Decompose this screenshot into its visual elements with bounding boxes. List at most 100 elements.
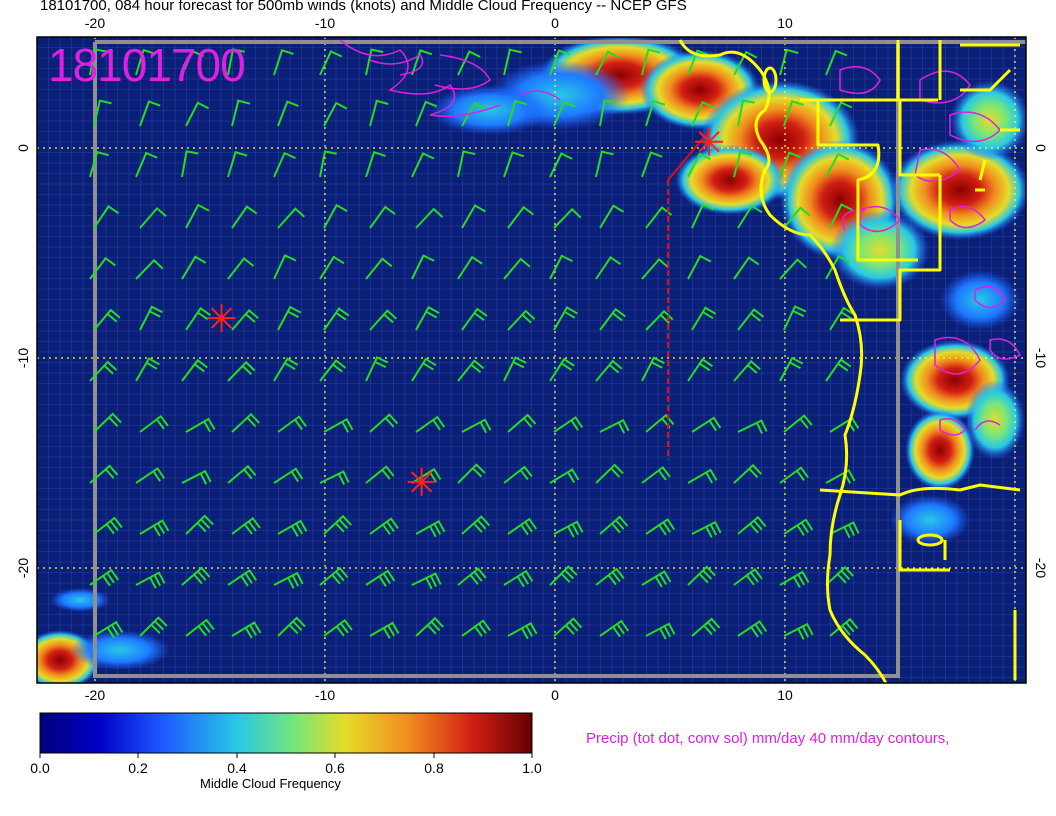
wind-barb (457, 359, 485, 382)
wind-barb (139, 616, 168, 637)
wind-barb (783, 414, 813, 433)
wind-barb (369, 99, 389, 127)
colorbar-tick: 1.0 (522, 760, 542, 776)
wind-barb (415, 207, 444, 229)
wind-barb (231, 412, 260, 433)
wind-barb (323, 307, 350, 331)
wind-barb (135, 258, 164, 280)
wind-barb (461, 418, 492, 434)
wind-barb (277, 100, 299, 127)
wind-barb (507, 205, 534, 229)
colorbar-ramp (39, 712, 533, 754)
wind-barb (277, 519, 308, 537)
wind-barb (641, 465, 671, 484)
wind-barb (737, 515, 767, 535)
wind-barb (641, 257, 669, 280)
wind-barb (323, 203, 348, 229)
colorbar-tick: 0.6 (325, 760, 345, 776)
wind-barb (457, 50, 481, 76)
wind-barb (733, 50, 758, 76)
x-tick-bottom: -20 (85, 687, 105, 703)
wind-barb (231, 621, 262, 639)
wind-barb (549, 49, 571, 76)
wind-barb (553, 617, 583, 637)
wind-barb (829, 306, 855, 331)
wind-barb (595, 463, 624, 484)
wind-barb (323, 101, 348, 127)
wind-barb (93, 620, 124, 639)
wind-barb (599, 619, 630, 638)
colorbar: 0.0 0.2 0.4 0.6 0.8 1.0 (30, 712, 542, 776)
wind-barb (273, 151, 296, 178)
wind-barb (461, 204, 486, 229)
wind-barb (181, 150, 199, 178)
wind-barb (369, 517, 399, 535)
wind-barb (829, 203, 853, 229)
wind-barb (319, 150, 337, 178)
wind-barb (181, 255, 207, 280)
wind-barb (507, 622, 538, 640)
wind-barb (323, 514, 352, 535)
x-tick-top: -20 (85, 15, 105, 31)
wind-barb (691, 100, 714, 127)
wind-barb (319, 470, 350, 486)
wind-barb (457, 567, 487, 586)
wind-barb (737, 620, 768, 638)
colorbar-title: Middle Cloud Frequency (200, 776, 341, 791)
wind-barb (825, 152, 850, 178)
storm-marker (407, 467, 436, 496)
wind-barb (277, 415, 307, 433)
wind-barb (319, 255, 345, 280)
wind-barb (553, 416, 584, 433)
wind-barb (549, 565, 578, 586)
wind-barb (365, 257, 393, 280)
wind-barb (461, 307, 488, 331)
wind-barb (273, 571, 304, 589)
wind-barb (89, 464, 119, 484)
wind-barb (783, 518, 814, 536)
wind-barb (411, 357, 437, 382)
wind-barb (737, 419, 768, 435)
wind-barb (733, 256, 760, 280)
wind-barb (779, 466, 809, 484)
wind-barb (461, 101, 486, 127)
wind-barb (457, 150, 476, 178)
domain-box (93, 40, 1026, 678)
wind-barb (139, 519, 170, 537)
wind-barb (507, 517, 538, 536)
wind-barb (365, 465, 395, 484)
wind-barb (93, 205, 120, 229)
wind-barb (227, 569, 258, 587)
wind-barb (737, 99, 755, 127)
wind-barb (93, 516, 123, 535)
wind-barb (139, 414, 169, 433)
wind-barb (829, 617, 859, 637)
wind-barb (595, 567, 625, 586)
wind-barb (185, 101, 209, 127)
wind-barb (273, 467, 304, 484)
wind-barb (599, 99, 617, 127)
wind-barb (273, 357, 299, 382)
wind-barb (553, 100, 576, 127)
wind-barb (645, 622, 676, 640)
wind-barb (415, 100, 438, 127)
wind-barb (825, 49, 848, 76)
wind-barb (273, 49, 294, 76)
wind-barb (549, 357, 575, 382)
colorbar-tick: 0.4 (227, 760, 247, 776)
storm-marker (695, 127, 724, 156)
wind-barb (553, 306, 578, 331)
wind-barb (411, 49, 433, 76)
wind-barb (687, 358, 714, 382)
wind-barb (135, 151, 158, 178)
wind-barb (687, 468, 718, 484)
wind-barb (457, 463, 486, 484)
wind-barb (691, 520, 722, 538)
wind-barb (599, 418, 630, 434)
wind-barb (507, 99, 527, 127)
wind-barb (227, 257, 255, 280)
y-tick-right: -20 (1033, 558, 1049, 578)
wind-barb (553, 520, 584, 538)
wind-barb (185, 203, 210, 229)
